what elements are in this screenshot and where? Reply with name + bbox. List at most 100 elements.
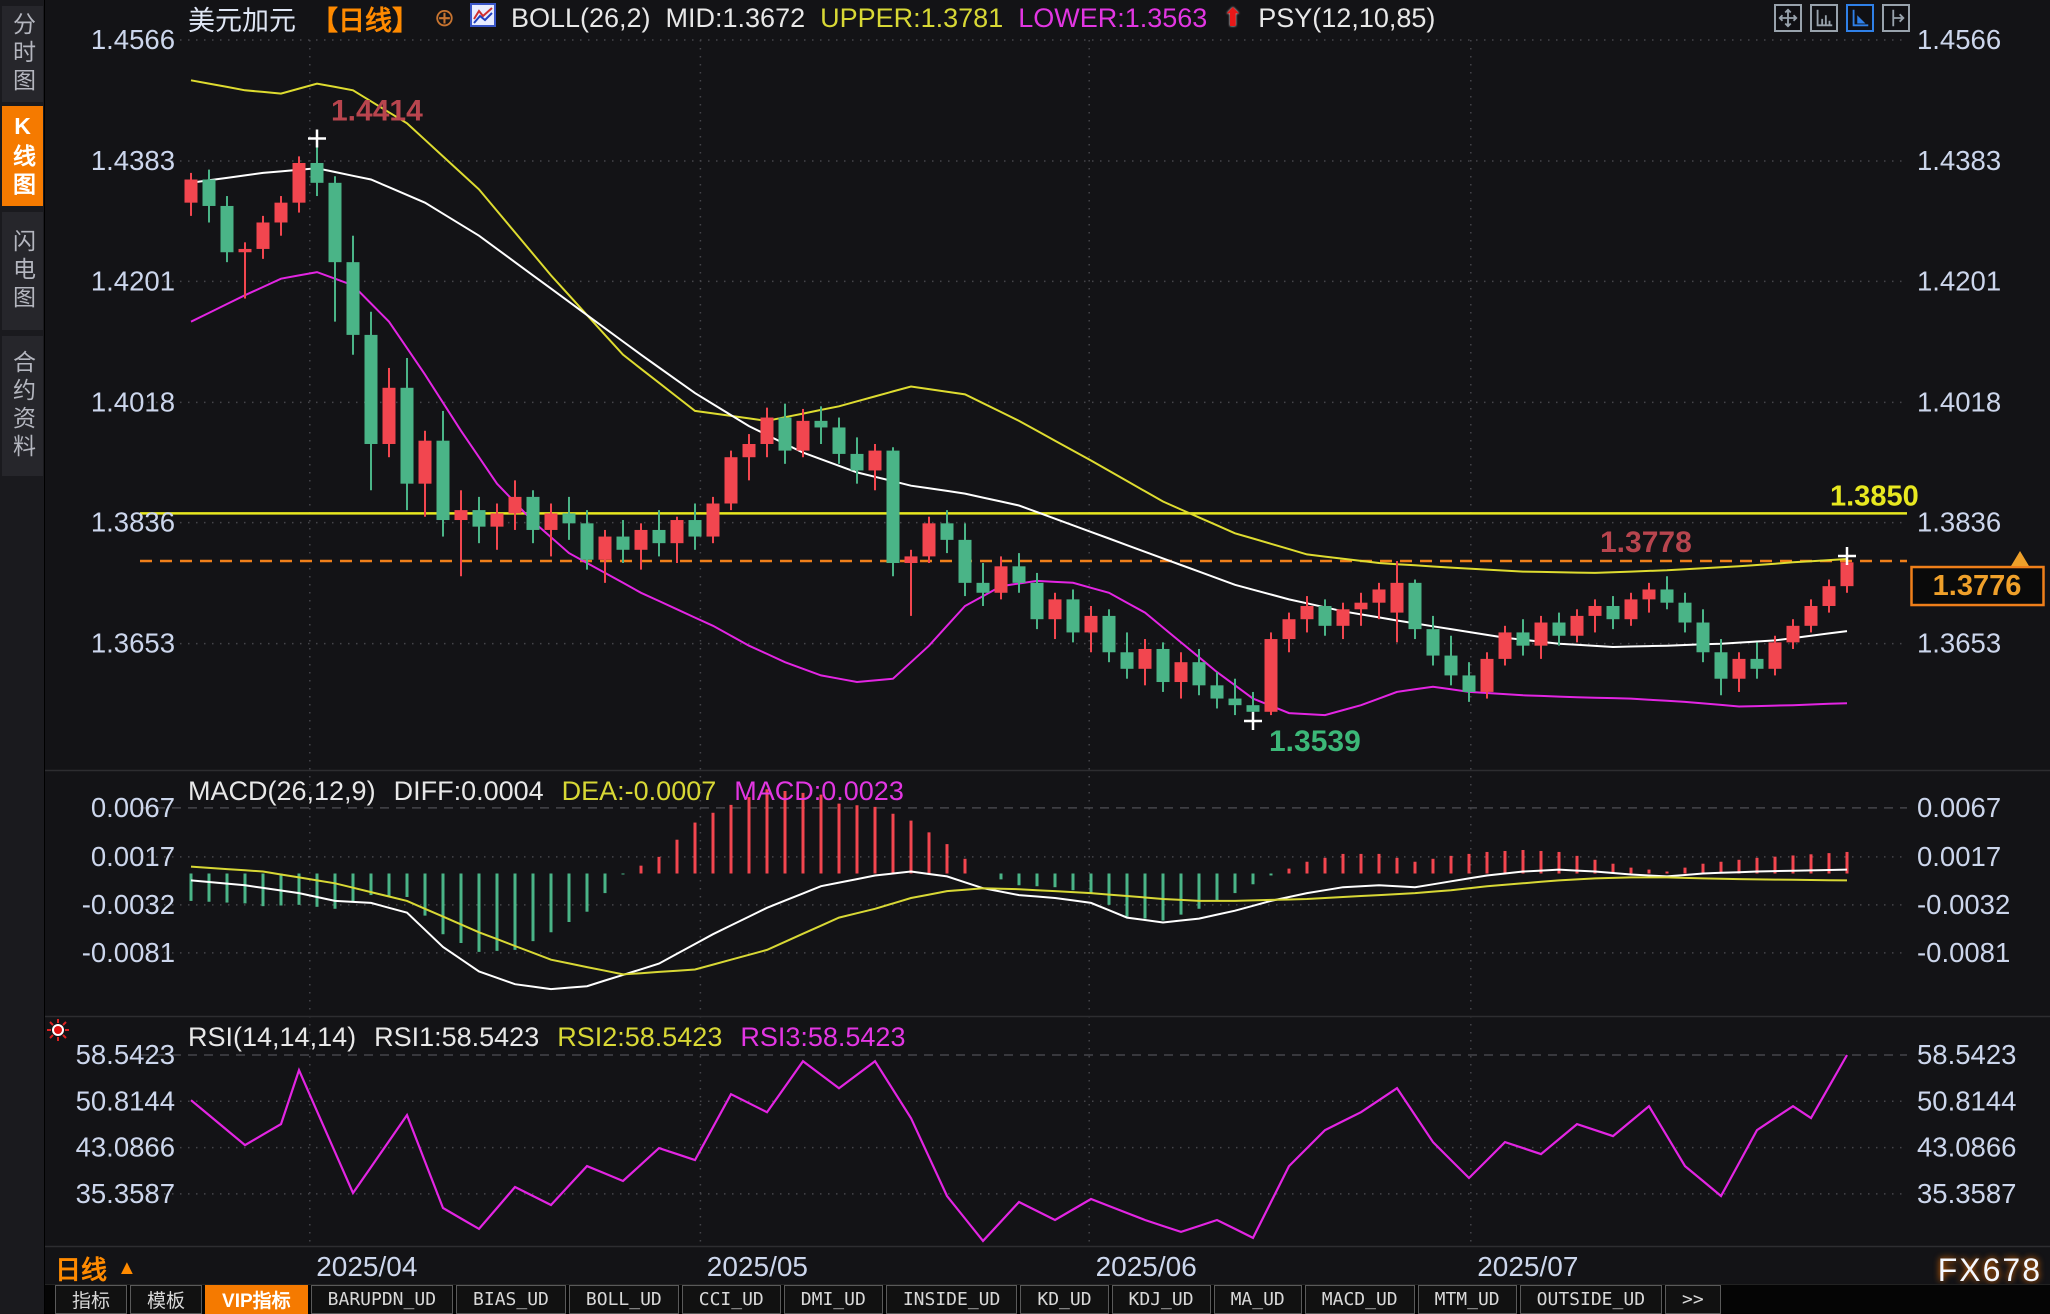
rsi1-value: RSI1:58.5423 [374,1022,540,1052]
tab-outside-ud[interactable]: OUTSIDE_UD [1519,1285,1663,1314]
add-compare-icon[interactable]: ⊕ [434,4,455,32]
axis-label: -0.0081 [82,937,175,968]
tab-vip-indicators[interactable]: VIP指标 [205,1285,308,1314]
candle [526,496,540,530]
tab-ma-ud[interactable]: MA_UD [1213,1285,1302,1314]
tab-templates[interactable]: 模板 [130,1285,203,1314]
candle [1354,602,1368,610]
candle [1606,605,1620,620]
axis-label: 43.0866 [1917,1132,2016,1163]
candle [1426,629,1440,656]
indicator-tabbar: 指标 模板 VIP指标 BARUPDN_UD BIAS_UD BOLL_UD C… [45,1284,2050,1314]
tab-inside-ud[interactable]: INSIDE_UD [885,1285,1018,1314]
month-label: 2025/04 [316,1251,417,1282]
period-selector[interactable]: 日线 ▲ [55,1250,137,1287]
candle [742,443,756,458]
candle [1480,658,1494,692]
axis-label: 43.0866 [76,1132,175,1163]
current-bar-marker [1838,547,1856,566]
tab-kd-ud[interactable]: KD_UD [1020,1285,1109,1314]
boll-lower-value: LOWER:1.3563 [1018,2,1208,33]
macd-header: MACD(26,12,9) DIFF:0.0004 DEA:-0.0007 MA… [188,776,904,807]
candle [1300,605,1314,620]
candle [904,556,918,564]
candle [508,496,522,514]
axis-label: 1.3653 [91,628,175,659]
candle [1660,589,1674,603]
watermark: FX678 [1937,1252,2042,1288]
candle [1768,642,1782,669]
axis-label: 1.3836 [1917,507,2001,538]
candle [1192,662,1206,686]
candle [868,450,882,471]
sidebar-item-kline-chart[interactable]: K线图 [2,106,43,206]
axis-label: 0.0017 [1917,841,2001,872]
auto-fit-button[interactable] [1846,4,1874,32]
tab-cci-ud[interactable]: CCI_UD [681,1285,781,1314]
candle [1696,622,1710,653]
candle [1750,658,1764,669]
month-label: 2025/06 [1096,1251,1197,1282]
candle [1624,599,1638,620]
candle [1516,632,1530,646]
candle [1840,562,1854,587]
candle [1084,615,1098,633]
tab-dmi-ud[interactable]: DMI_UD [783,1285,883,1314]
sidebar-item-lightning-chart[interactable]: 闪电图 [2,212,43,330]
axis-label: 0.0067 [91,792,175,823]
pan-crosshair-button[interactable] [1774,4,1802,32]
candle [598,536,612,560]
price-arrow-icon [2011,551,2029,567]
candles[interactable] [184,140,1854,720]
candle [706,503,720,537]
sidebar-item-contract-info[interactable]: 合约资料 [2,336,43,476]
low-price-label: 1.3539 [1269,725,1361,758]
indicator-mini-icon[interactable] [469,2,496,34]
high-price-label: 1.4414 [331,95,423,128]
high-marker [308,129,326,148]
candle [1156,648,1170,683]
alert-icon[interactable] [46,1018,70,1047]
candle [382,387,396,444]
candle [1588,605,1602,616]
candle [436,440,450,521]
macd-diff-line [190,868,1848,991]
candle [1318,605,1332,626]
sidebar-item-timeshare-chart[interactable]: 分时图 [2,6,43,102]
candle [1408,582,1422,630]
candle [1066,599,1080,633]
tab-mtm-ud[interactable]: MTM_UD [1417,1285,1517,1314]
axis-scale-button[interactable] [1810,4,1838,32]
low-marker [1244,712,1262,731]
candle [1678,602,1692,623]
axis-label: 0.0017 [91,841,175,872]
month-label: 2025/07 [1477,1251,1578,1282]
candle [328,182,342,263]
tab-indicators[interactable]: 指标 [55,1285,128,1314]
candle [1444,655,1458,676]
candle [346,262,360,335]
candle [1210,685,1224,699]
candle [400,387,414,484]
candle [760,417,774,444]
hline-price-label: 1.3850 [1830,480,1919,512]
tab-bias-ud[interactable]: BIAS_UD [456,1285,566,1314]
tab-barupdn-ud[interactable]: BARUPDN_UD [310,1285,454,1314]
candle [958,539,972,583]
tab-kdj-ud[interactable]: KDJ_UD [1111,1285,1211,1314]
candle [364,334,378,444]
candle [994,566,1008,593]
axis-label: 35.3587 [1917,1178,2016,1209]
chart-canvas[interactable]: 1.4566 1.4566 1.4383 1.4383 1.4201 1.4201 1.40… [45,0,2050,1285]
candle [976,582,990,593]
shift-axis-button[interactable] [1882,4,1910,32]
candle [1786,625,1800,643]
candle [1048,599,1062,620]
period-badge[interactable]: 【日线】 [311,5,419,36]
tab-macd-ud[interactable]: MACD_UD [1304,1285,1415,1314]
tab-more[interactable]: >> [1665,1285,1721,1314]
tab-boll-ud[interactable]: BOLL_UD [568,1285,679,1314]
boll-params: BOLL(26,2) [510,2,651,33]
candle [544,513,558,530]
